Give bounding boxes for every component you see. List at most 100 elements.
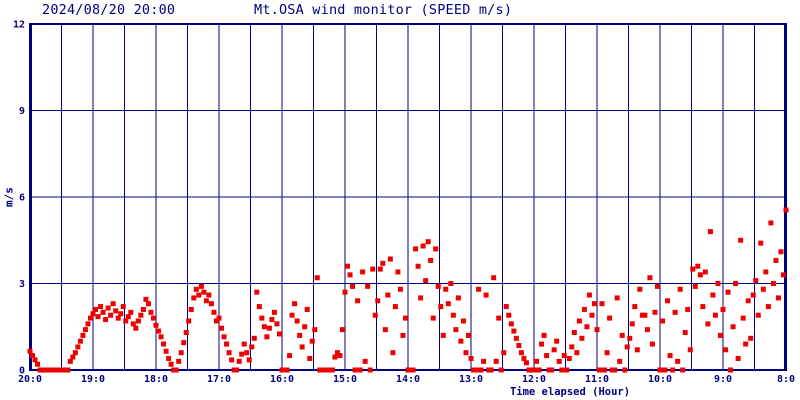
data-point — [357, 367, 363, 373]
x-tick-label: 14:0 — [396, 374, 420, 385]
data-point — [259, 315, 265, 321]
data-point — [672, 309, 678, 315]
data-point — [380, 260, 386, 266]
data-point — [765, 304, 771, 310]
data-point — [279, 367, 285, 373]
data-point — [556, 358, 562, 364]
data-point — [213, 318, 219, 324]
data-point — [156, 328, 162, 334]
y-tick-label: 0 — [19, 366, 25, 377]
data-point — [234, 367, 240, 373]
y-axis-label: m/s — [2, 187, 16, 207]
data-point — [178, 350, 184, 356]
data-point — [420, 243, 426, 249]
data-point — [193, 286, 199, 292]
data-point — [770, 281, 776, 286]
data-point — [627, 335, 633, 341]
data-point — [130, 321, 136, 327]
data-point — [402, 315, 408, 321]
data-point — [183, 330, 189, 336]
data-point — [128, 309, 134, 315]
data-point — [297, 332, 303, 338]
data-point — [780, 272, 786, 278]
data-point — [675, 358, 681, 364]
data-point — [612, 367, 618, 373]
data-point — [37, 367, 43, 373]
data-point — [667, 353, 673, 359]
data-point — [365, 283, 371, 289]
data-point — [700, 304, 706, 310]
data-point — [42, 367, 48, 373]
data-point — [725, 289, 731, 295]
data-point — [271, 309, 277, 315]
data-point — [143, 296, 149, 302]
data-point — [758, 240, 764, 246]
data-point — [382, 327, 388, 333]
data-point — [498, 367, 504, 373]
data-point — [55, 367, 61, 373]
data-point — [639, 312, 645, 318]
data-point — [264, 334, 270, 340]
data-point — [198, 283, 204, 289]
data-point — [445, 301, 451, 307]
data-point — [47, 367, 53, 373]
data-point — [544, 353, 550, 359]
data-point — [685, 306, 691, 312]
data-point — [654, 283, 660, 289]
data-point — [491, 275, 497, 281]
data-point — [486, 367, 492, 373]
data-point — [738, 237, 744, 243]
data-point — [339, 327, 345, 333]
data-point — [282, 367, 288, 373]
data-point — [634, 347, 640, 353]
data-point — [309, 338, 315, 344]
data-point — [728, 367, 734, 373]
data-point — [186, 318, 192, 324]
data-point — [690, 266, 696, 272]
data-point — [773, 257, 779, 263]
data-point — [287, 353, 293, 359]
data-point — [201, 289, 207, 295]
data-point — [241, 341, 247, 347]
data-point — [748, 335, 754, 341]
data-point — [591, 301, 597, 307]
data-point — [261, 324, 267, 330]
data-point — [163, 348, 169, 354]
data-point — [526, 367, 532, 373]
data-point — [665, 298, 671, 304]
data-point — [123, 318, 129, 324]
data-point — [118, 311, 124, 317]
data-point — [65, 367, 71, 373]
data-point — [45, 367, 51, 373]
data-point — [367, 367, 373, 373]
data-point — [145, 301, 151, 307]
data-point — [269, 317, 275, 323]
data-point — [229, 357, 235, 363]
data-point — [604, 350, 610, 356]
data-point — [355, 298, 361, 304]
data-point — [539, 341, 545, 347]
data-point — [108, 312, 114, 318]
data-point — [410, 367, 416, 373]
data-point — [219, 325, 225, 331]
data-point — [528, 367, 534, 373]
data-point — [395, 269, 401, 275]
data-point — [723, 347, 729, 353]
data-point — [712, 312, 718, 318]
x-axis-title: Time elapsed (Hour) — [509, 386, 631, 398]
y-tick-label: 12 — [13, 20, 25, 31]
data-point — [745, 298, 751, 304]
data-point — [87, 315, 93, 321]
data-point — [695, 263, 701, 269]
y-tick-label: 3 — [19, 279, 25, 290]
data-point — [372, 312, 378, 318]
data-point — [541, 332, 547, 338]
data-point — [362, 358, 368, 364]
data-point — [239, 351, 245, 357]
data-point — [682, 330, 688, 336]
data-point — [566, 355, 572, 361]
data-point — [622, 367, 628, 373]
data-point — [561, 353, 567, 359]
data-point — [581, 306, 587, 312]
